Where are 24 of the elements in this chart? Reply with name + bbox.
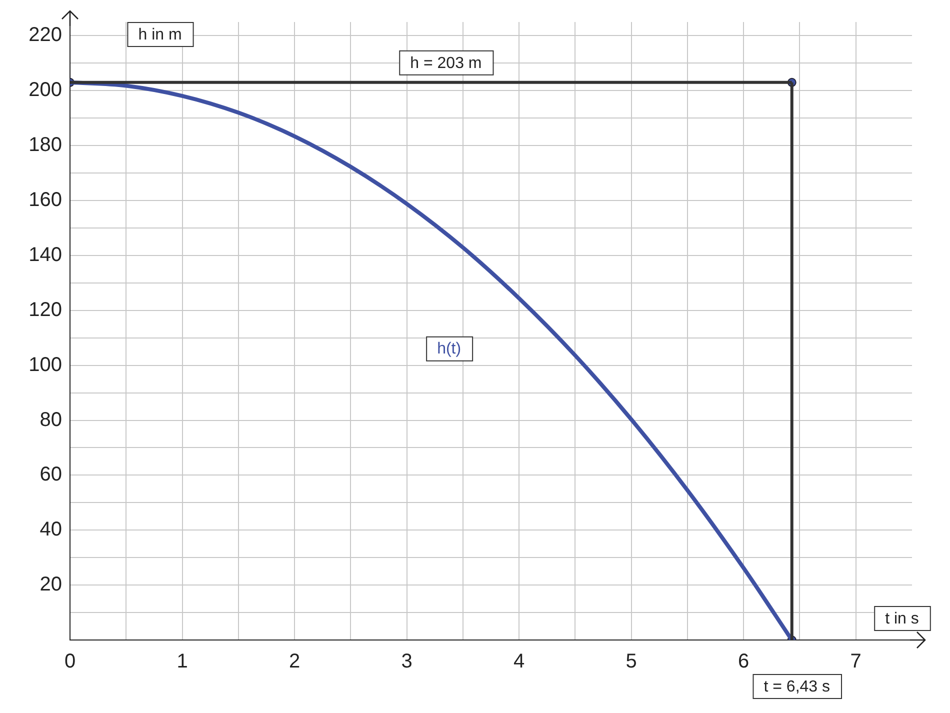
y-tick-label: 100	[28, 354, 62, 376]
text: h(t)	[437, 340, 462, 358]
x-tick-label: 0	[64, 650, 76, 673]
y-tick-label: 80	[40, 408, 62, 431]
y-tick-label: 220	[28, 24, 62, 46]
x-axis-title: t in s	[885, 610, 919, 628]
ref-line-label: h = 203 m	[410, 54, 482, 72]
x-tick-label: 6	[738, 650, 750, 673]
x-tick-label: 2	[288, 650, 300, 673]
x-tick-label: 5	[626, 650, 637, 673]
x-tick-label: 4	[514, 650, 525, 673]
y-axis-title: h in m	[138, 26, 182, 44]
y-tick-label: 120	[28, 298, 62, 321]
y-tick-label: 200	[28, 79, 62, 102]
x-tick-label: 1	[176, 650, 188, 673]
y-tick-label: 140	[28, 244, 62, 266]
y-tick-label: 60	[40, 464, 62, 486]
y-tick-label: 20	[40, 574, 62, 596]
y-tick-label: 40	[40, 518, 62, 541]
x-tick-label: 7	[850, 650, 862, 673]
y-tick-label: 160	[28, 189, 62, 212]
x-tick-label: 3	[401, 650, 412, 673]
y-tick-label: 180	[28, 134, 62, 156]
ref-line-label: t = 6,43 s	[764, 678, 830, 696]
